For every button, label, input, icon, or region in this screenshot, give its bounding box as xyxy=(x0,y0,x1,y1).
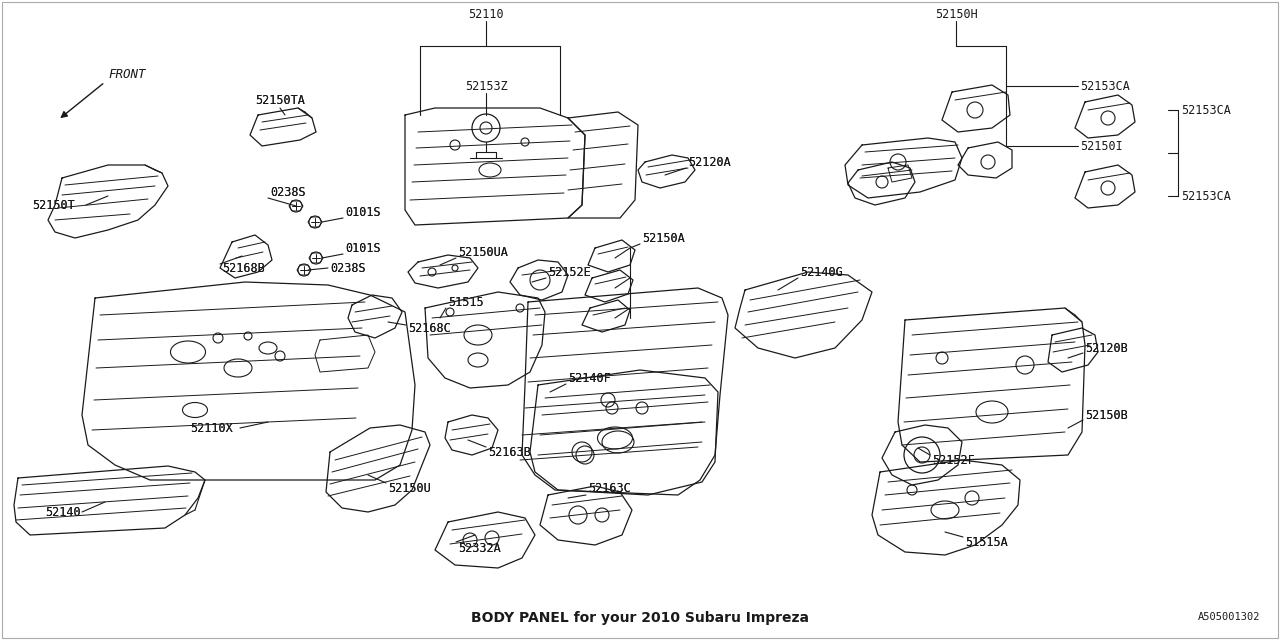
Text: 52163C: 52163C xyxy=(588,481,631,495)
Text: 52150T: 52150T xyxy=(32,198,74,211)
Text: 52150TA: 52150TA xyxy=(255,93,305,106)
Text: 52110X: 52110X xyxy=(189,422,233,435)
Text: 52168B: 52168B xyxy=(221,262,265,275)
Text: 52163B: 52163B xyxy=(488,445,531,458)
Text: 52150UA: 52150UA xyxy=(458,246,508,259)
Text: 52110X: 52110X xyxy=(189,422,233,435)
Text: BODY PANEL for your 2010 Subaru Impreza: BODY PANEL for your 2010 Subaru Impreza xyxy=(471,611,809,625)
Text: 0238S: 0238S xyxy=(270,186,306,198)
Text: 52140G: 52140G xyxy=(800,266,842,278)
Text: 52120A: 52120A xyxy=(689,156,731,168)
Text: 52150TA: 52150TA xyxy=(255,93,305,106)
Text: 52152F: 52152F xyxy=(932,454,975,467)
Text: 0101S: 0101S xyxy=(346,205,380,218)
Text: 52140F: 52140F xyxy=(568,371,611,385)
Text: 52120B: 52120B xyxy=(1085,342,1128,355)
Text: 52150B: 52150B xyxy=(1085,408,1128,422)
Text: 52110: 52110 xyxy=(468,8,504,20)
Text: 0238S: 0238S xyxy=(330,262,366,275)
Text: 52152E: 52152E xyxy=(548,266,591,278)
Text: 52163B: 52163B xyxy=(488,445,531,458)
Text: 52150B: 52150B xyxy=(1085,408,1128,422)
Text: 52168B: 52168B xyxy=(221,262,265,275)
Text: 52332A: 52332A xyxy=(458,541,500,554)
Text: 52140: 52140 xyxy=(45,506,81,518)
Text: 52150U: 52150U xyxy=(388,481,431,495)
Text: 52153CA: 52153CA xyxy=(1181,189,1231,202)
Text: A505001302: A505001302 xyxy=(1198,612,1260,622)
Text: 52152E: 52152E xyxy=(548,266,591,278)
Text: 0101S: 0101S xyxy=(346,241,380,255)
Text: 51515: 51515 xyxy=(448,296,484,308)
Text: 52150A: 52150A xyxy=(643,232,685,244)
Text: 52150U: 52150U xyxy=(388,481,431,495)
Text: 52140: 52140 xyxy=(45,506,81,518)
Text: 52150A: 52150A xyxy=(643,232,685,244)
Text: 52150UA: 52150UA xyxy=(458,246,508,259)
Text: 52120B: 52120B xyxy=(1085,342,1128,355)
Text: 52150H: 52150H xyxy=(934,8,978,20)
Text: 0238S: 0238S xyxy=(330,262,366,275)
Text: 52168C: 52168C xyxy=(408,321,451,335)
Text: 52140F: 52140F xyxy=(568,371,611,385)
Text: 52153Z: 52153Z xyxy=(465,79,507,93)
Text: 0101S: 0101S xyxy=(346,205,380,218)
Text: 51515A: 51515A xyxy=(965,536,1007,548)
Text: 52152F: 52152F xyxy=(932,454,975,467)
Text: 52163C: 52163C xyxy=(588,481,631,495)
Text: 52153CA: 52153CA xyxy=(1080,79,1130,93)
Text: 52168C: 52168C xyxy=(408,321,451,335)
Text: 0238S: 0238S xyxy=(270,186,306,198)
Text: FRONT: FRONT xyxy=(108,67,146,81)
Text: 52150I: 52150I xyxy=(1080,140,1123,152)
Text: 51515A: 51515A xyxy=(965,536,1007,548)
Text: 51515: 51515 xyxy=(448,296,484,308)
Text: 52140G: 52140G xyxy=(800,266,842,278)
Text: 0101S: 0101S xyxy=(346,241,380,255)
Text: 52332A: 52332A xyxy=(458,541,500,554)
Text: 52153CA: 52153CA xyxy=(1181,104,1231,116)
Text: 52120A: 52120A xyxy=(689,156,731,168)
Text: 52150T: 52150T xyxy=(32,198,74,211)
